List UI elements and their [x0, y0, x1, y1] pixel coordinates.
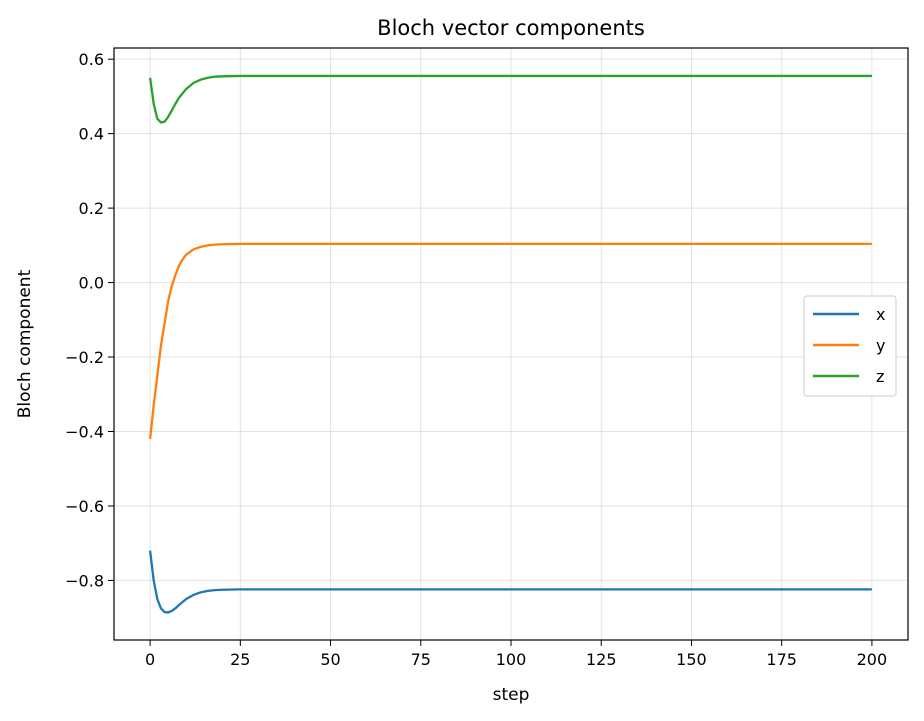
grid-layer	[114, 48, 908, 640]
x-tick-label: 200	[857, 650, 888, 669]
x-tick-label: 100	[496, 650, 527, 669]
legend-label-z: z	[876, 367, 884, 386]
y-tick-label: −0.6	[65, 497, 104, 516]
y-tick-label: 0.6	[79, 50, 104, 69]
y-tick-label: −0.8	[65, 571, 104, 590]
x-tick-label: 50	[320, 650, 340, 669]
x-tick-label: 75	[411, 650, 431, 669]
x-tick-label: 125	[586, 650, 617, 669]
chart-title: Bloch vector components	[377, 16, 645, 40]
x-tick-label: 0	[145, 650, 155, 669]
series-line-x	[148, 550, 872, 614]
y-axis-label: Bloch component	[15, 269, 35, 418]
series-layer	[148, 74, 872, 614]
x-axis-label: step	[493, 685, 530, 705]
x-tick-label: 25	[230, 650, 250, 669]
y-tick-label: −0.2	[65, 348, 104, 367]
y-tick-label: 0.2	[79, 199, 104, 218]
series-line-z	[148, 74, 872, 124]
legend: xyz	[803, 295, 897, 397]
x-tick-label: 175	[766, 650, 797, 669]
x-tick-label: 150	[676, 650, 707, 669]
y-tick-label: 0.0	[79, 274, 104, 293]
series-line-y	[148, 242, 872, 440]
legend-label-y: y	[876, 336, 885, 355]
y-tick-label: −0.4	[65, 422, 104, 441]
legend-label-x: x	[876, 305, 885, 324]
tick-layer: 0 25 50 75 100 125 150 175 200 −0.8 −0.6 −0.4 −0.2 0.…	[65, 50, 887, 669]
y-tick-label: 0.4	[79, 125, 104, 144]
